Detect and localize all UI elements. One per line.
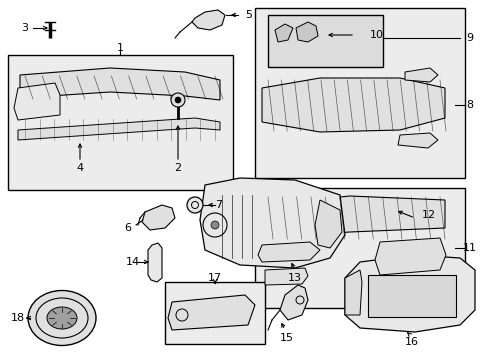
Text: 13: 13 [287, 273, 302, 283]
Text: 2: 2 [174, 163, 181, 173]
Bar [254, 188, 464, 308]
Text: 9: 9 [466, 33, 472, 43]
Circle shape [210, 221, 219, 229]
Ellipse shape [47, 307, 77, 329]
Text: 11: 11 [462, 243, 476, 253]
Ellipse shape [28, 291, 96, 346]
Text: 6: 6 [124, 223, 131, 233]
Polygon shape [295, 22, 317, 42]
Polygon shape [397, 133, 437, 148]
Polygon shape [142, 205, 175, 230]
Bar [164, 282, 264, 344]
Polygon shape [404, 68, 437, 82]
Polygon shape [345, 270, 361, 315]
Text: 10: 10 [369, 30, 383, 40]
Polygon shape [345, 255, 474, 332]
Text: 15: 15 [280, 333, 293, 343]
Bar [367, 275, 455, 317]
Polygon shape [374, 238, 445, 275]
Polygon shape [280, 285, 307, 320]
Polygon shape [314, 200, 341, 248]
Bar [267, 15, 382, 67]
Polygon shape [262, 196, 444, 238]
Polygon shape [274, 24, 292, 42]
Text: 17: 17 [207, 273, 222, 283]
Polygon shape [148, 243, 162, 282]
Bar [8, 55, 232, 190]
Circle shape [175, 97, 181, 103]
Polygon shape [20, 68, 220, 100]
Polygon shape [168, 295, 254, 330]
Text: 14: 14 [126, 257, 140, 267]
Circle shape [186, 197, 203, 213]
Polygon shape [18, 118, 220, 140]
Polygon shape [200, 178, 345, 268]
Polygon shape [262, 78, 444, 132]
Text: 7: 7 [215, 200, 222, 210]
Text: 1: 1 [116, 43, 123, 53]
Text: 4: 4 [76, 163, 83, 173]
Text: 18: 18 [11, 313, 25, 323]
Polygon shape [264, 268, 307, 285]
Text: 16: 16 [404, 337, 418, 347]
Polygon shape [14, 83, 60, 120]
Circle shape [171, 93, 184, 107]
Text: 5: 5 [244, 10, 251, 20]
Text: 8: 8 [466, 100, 472, 110]
Bar [254, 8, 464, 178]
Polygon shape [192, 10, 224, 30]
Text: 12: 12 [421, 210, 435, 220]
Polygon shape [258, 242, 319, 262]
Text: 3: 3 [21, 23, 28, 33]
